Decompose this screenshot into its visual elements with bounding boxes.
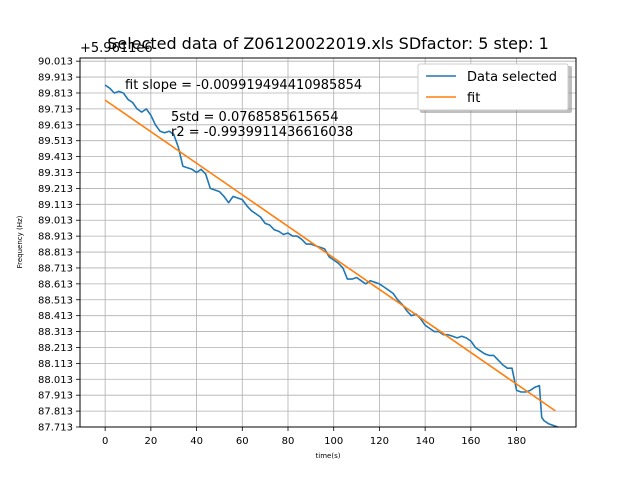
x-tick-label: 160 [461, 436, 480, 447]
y-tick-label: 89.513 [38, 136, 73, 147]
y-tick-label: 88.313 [38, 327, 73, 338]
y-tick-label: 88.413 [38, 311, 73, 322]
y-tick-label: 88.913 [38, 232, 73, 243]
y-axis-label: Frequency (Hz) [16, 215, 24, 268]
plot-frame [79, 57, 577, 428]
y-tick-label: 88.213 [38, 343, 73, 354]
x-tick-label: 120 [370, 436, 389, 447]
x-tick-label: 180 [507, 436, 526, 447]
x-axis-label: time(s) [316, 452, 341, 460]
y-tick-label: 87.913 [38, 391, 73, 402]
y-tick-label: 89.813 [38, 88, 73, 99]
y-tick-label: 88.013 [38, 375, 73, 386]
y-tick-label: 88.713 [38, 263, 73, 274]
y-tick-label: 89.013 [38, 216, 73, 227]
y-tick-label: 88.613 [38, 279, 73, 290]
series-line-fit [104, 99, 556, 412]
y-axis-offset-label: +5.9611e6 [80, 41, 153, 56]
x-tick-label: 140 [416, 436, 435, 447]
y-tick-label: 89.713 [38, 104, 73, 115]
y-tick-label: 87.813 [38, 407, 73, 418]
legend-label-fit: fit [467, 91, 480, 106]
annotations: fit slope = -0.009919494410985854 5std =… [125, 78, 362, 140]
y-tick-label: 89.313 [38, 168, 73, 179]
std-annotation: 5std = 0.0768585615654 [171, 110, 338, 125]
y-tick-label: 89.613 [38, 120, 73, 131]
series-line-data-selected [104, 84, 558, 428]
y-axis-ticks: 90.013 89.913 89.813 89.713 89.613 89.513 89.4… [38, 57, 80, 434]
x-tick-label: 0 [102, 436, 108, 447]
y-tick-label: 89.213 [38, 184, 73, 195]
x-tick-label: 20 [144, 436, 157, 447]
x-tick-label: 80 [282, 436, 295, 447]
y-tick-label: 88.513 [38, 295, 73, 306]
y-tick-label: 88.113 [38, 359, 73, 370]
y-tick-label: 88.813 [38, 248, 73, 259]
fit-slope-annotation: fit slope = -0.009919494410985854 [125, 78, 362, 93]
y-tick-label: 89.113 [38, 200, 73, 211]
y-tick-label: 89.413 [38, 152, 73, 163]
y-tick-label: 90.013 [38, 57, 73, 68]
y-tick-label: 89.913 [38, 73, 73, 84]
chart-title: Selected data of Z06120022019.xls SDfact… [107, 34, 549, 53]
r2-annotation: r2 = -0.9939911436616038 [171, 125, 353, 140]
x-tick-label: 60 [236, 436, 249, 447]
x-tick-label: 100 [324, 436, 343, 447]
legend-label-data-selected: Data selected [467, 70, 557, 85]
legend: Data selected fit [417, 63, 572, 113]
x-tick-label: 40 [190, 436, 203, 447]
y-tick-label: 87.713 [38, 423, 73, 434]
series-group [104, 84, 558, 428]
x-axis-ticks: 0 20 40 60 80 100 120 140 160 180 [102, 427, 526, 447]
